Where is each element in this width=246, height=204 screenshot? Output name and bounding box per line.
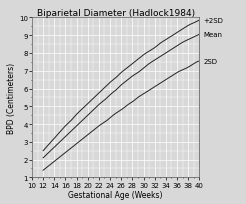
- Text: Mean: Mean: [203, 32, 222, 38]
- Text: +2SD: +2SD: [203, 18, 223, 24]
- X-axis label: Gestational Age (Weeks): Gestational Age (Weeks): [68, 190, 163, 199]
- Y-axis label: BPD (Centimeters): BPD (Centimeters): [7, 63, 16, 133]
- Text: 2SD: 2SD: [203, 59, 217, 65]
- Title: Biparietal Diameter (Hadlock1984): Biparietal Diameter (Hadlock1984): [37, 9, 195, 18]
